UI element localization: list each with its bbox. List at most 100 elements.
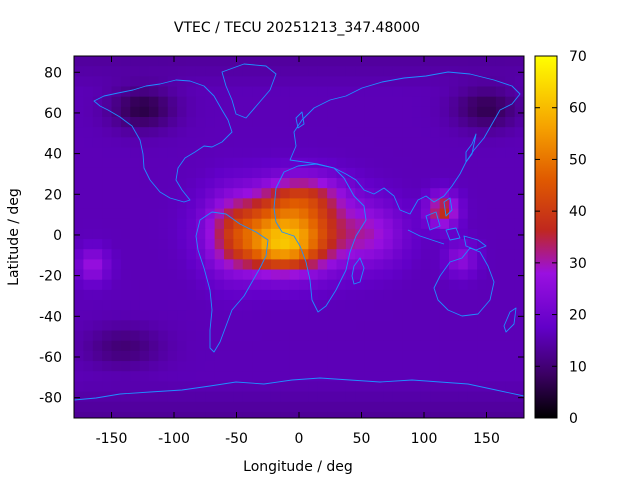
heat-cell	[495, 391, 506, 403]
heat-cell	[74, 66, 84, 77]
heat-cell	[214, 269, 225, 281]
heat-cell	[477, 401, 488, 413]
heat-cell	[495, 259, 506, 271]
coast-north-america	[93, 79, 233, 203]
heat-cell	[486, 167, 497, 179]
heat-cell	[242, 381, 253, 393]
heat-cell	[270, 401, 281, 413]
heat-cell	[177, 66, 188, 77]
heat-cell	[158, 289, 169, 301]
heat-cell	[402, 330, 413, 342]
heat-cell	[430, 127, 441, 138]
heat-cell	[233, 56, 244, 67]
heat-cell	[120, 178, 131, 189]
heat-cell	[467, 167, 478, 179]
heat-cell	[83, 117, 94, 128]
heat-cell	[261, 147, 272, 159]
heat-cell	[120, 310, 131, 321]
heat-cell	[345, 381, 356, 393]
heat-cell	[74, 411, 84, 418]
heat-cell	[167, 167, 178, 179]
heat-cell	[167, 239, 178, 250]
heat-cell	[252, 371, 263, 382]
heat-cell	[280, 279, 291, 291]
heat-cell	[345, 401, 356, 413]
heat-cell	[345, 289, 356, 301]
heat-cell	[327, 117, 338, 128]
heat-cell	[214, 249, 225, 260]
heat-cell	[449, 340, 459, 352]
heat-cell	[402, 147, 413, 159]
heat-cell	[289, 66, 300, 77]
heat-cell	[374, 228, 384, 240]
heat-cell	[158, 411, 169, 418]
heat-cell	[392, 117, 403, 128]
heat-cell	[392, 106, 403, 118]
heat-cell	[402, 106, 413, 118]
heat-cell	[252, 228, 263, 240]
heat-cell	[280, 350, 291, 362]
heat-cell	[149, 310, 159, 321]
heat-cell	[383, 178, 394, 189]
heat-cell	[383, 96, 394, 108]
heat-cell	[270, 269, 281, 281]
heat-cell	[514, 361, 524, 372]
heat-cell	[439, 269, 450, 281]
heat-cell	[177, 137, 188, 149]
heat-cell	[195, 310, 206, 321]
heat-cell	[299, 76, 309, 88]
heat-cell	[486, 127, 497, 138]
heat-cell	[149, 127, 159, 138]
heat-cell	[252, 289, 263, 301]
heat-cell	[317, 371, 328, 382]
heat-cell	[120, 300, 131, 311]
heat-cell	[402, 66, 413, 77]
heat-cell	[411, 66, 422, 77]
heat-cell	[449, 300, 459, 311]
heat-cell	[261, 259, 272, 271]
heat-cell	[195, 66, 206, 77]
heat-cell	[364, 279, 375, 291]
heat-cell	[270, 350, 281, 362]
coastlines	[74, 63, 524, 401]
heat-cell	[317, 310, 328, 321]
heat-cell	[280, 371, 291, 382]
heat-cell	[111, 127, 122, 138]
heat-cell	[299, 239, 309, 250]
heat-cell	[242, 178, 253, 189]
heat-cell	[477, 137, 488, 149]
heat-cell	[364, 371, 375, 382]
heat-cell	[308, 350, 319, 362]
heat-cell	[74, 361, 84, 372]
heat-cell	[345, 188, 356, 199]
heat-cell	[449, 198, 459, 210]
heat-cell	[205, 147, 216, 159]
heat-cell	[505, 391, 516, 403]
heat-cell	[270, 106, 281, 118]
heat-cell	[130, 269, 141, 281]
heat-cell	[317, 56, 328, 67]
heat-cell	[177, 401, 188, 413]
heat-cell	[345, 106, 356, 118]
heat-cell	[102, 340, 113, 352]
heat-cell	[317, 381, 328, 393]
heat-cell	[514, 188, 524, 199]
heat-cell	[402, 411, 413, 418]
heat-cell	[120, 269, 131, 281]
coast-indonesia	[407, 211, 487, 251]
heat-cell	[495, 147, 506, 159]
heat-cell	[111, 218, 122, 230]
heat-cell	[195, 239, 206, 250]
heat-cell	[120, 411, 131, 418]
heat-cell	[252, 167, 263, 179]
heat-cell	[467, 198, 478, 210]
heat-cell	[458, 391, 469, 403]
heat-cell	[83, 157, 94, 169]
heat-cell	[83, 411, 94, 418]
heat-cell	[242, 320, 253, 332]
heat-cell	[477, 239, 488, 250]
heat-cell	[327, 157, 338, 169]
heat-cell	[261, 56, 272, 67]
heat-cell	[430, 147, 441, 159]
heat-cell	[120, 167, 131, 179]
